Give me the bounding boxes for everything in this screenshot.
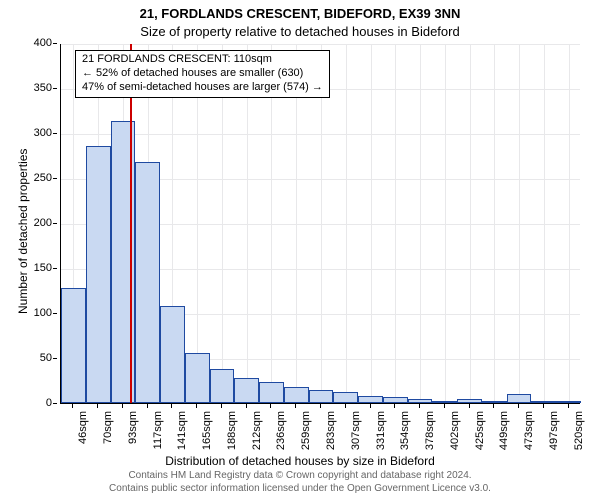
x-tick-mark [246, 404, 247, 408]
y-tick-label: 50 [22, 352, 52, 364]
x-tick-label: 188sqm [226, 411, 238, 461]
y-tick-label: 100 [22, 307, 52, 319]
y-tick-label: 200 [22, 217, 52, 229]
chart-title: 21, FORDLANDS CRESCENT, BIDEFORD, EX39 3… [0, 6, 600, 21]
plot-area: 21 FORDLANDS CRESCENT: 110sqm ← 52% of d… [60, 44, 580, 404]
y-tick-label: 150 [22, 262, 52, 274]
footer-line: Contains public sector information licen… [0, 483, 600, 494]
x-tick-mark [444, 404, 445, 408]
x-tick-mark [543, 404, 544, 408]
x-tick-mark [469, 404, 470, 408]
y-tick-label: 350 [22, 82, 52, 94]
x-tick-mark [122, 404, 123, 408]
x-tick-label: 354sqm [399, 411, 411, 461]
x-tick-mark [97, 404, 98, 408]
x-tick-label: 165sqm [201, 411, 213, 461]
gridline-v [544, 44, 545, 403]
annotation-line: ← 52% of detached houses are smaller (63… [82, 67, 323, 81]
x-tick-mark [72, 404, 73, 408]
footer-line: Contains HM Land Registry data © Crown c… [0, 470, 600, 481]
histogram-bar [432, 401, 457, 403]
annotation-box: 21 FORDLANDS CRESCENT: 110sqm ← 52% of d… [75, 50, 330, 98]
histogram-bar [86, 146, 111, 403]
x-tick-label: 520sqm [573, 411, 585, 461]
y-tick-label: 300 [22, 127, 52, 139]
figure: 21, FORDLANDS CRESCENT, BIDEFORD, EX39 3… [0, 0, 600, 500]
chart-subtitle: Size of property relative to detached ho… [0, 24, 600, 39]
x-tick-label: 473sqm [523, 411, 535, 461]
y-tick-label: 400 [22, 37, 52, 49]
histogram-bar [185, 353, 210, 403]
x-tick-mark [270, 404, 271, 408]
gridline-v [494, 44, 495, 403]
x-tick-label: 141sqm [176, 411, 188, 461]
histogram-bar [160, 306, 185, 403]
x-tick-label: 46sqm [77, 411, 89, 461]
histogram-bar [556, 401, 581, 403]
gridline-v [420, 44, 421, 403]
histogram-bar [284, 387, 309, 403]
histogram-bar [358, 396, 383, 403]
x-tick-label: 497sqm [548, 411, 560, 461]
x-tick-mark [518, 404, 519, 408]
x-tick-mark [295, 404, 296, 408]
x-tick-mark [147, 404, 148, 408]
x-tick-label: 93sqm [127, 411, 139, 461]
x-tick-mark [370, 404, 371, 408]
x-tick-label: 259sqm [300, 411, 312, 461]
histogram-bar [383, 397, 408, 403]
histogram-bar [531, 401, 556, 403]
histogram-bar [507, 394, 532, 403]
x-tick-label: 307sqm [350, 411, 362, 461]
annotation-line: 21 FORDLANDS CRESCENT: 110sqm [82, 53, 323, 67]
histogram-bar [135, 162, 160, 403]
x-tick-mark [394, 404, 395, 408]
histogram-bar [333, 392, 358, 403]
x-tick-mark [493, 404, 494, 408]
histogram-bar [482, 401, 507, 403]
x-tick-mark [196, 404, 197, 408]
x-tick-mark [419, 404, 420, 408]
x-tick-label: 449sqm [498, 411, 510, 461]
x-tick-label: 70sqm [102, 411, 114, 461]
x-tick-mark [320, 404, 321, 408]
x-tick-label: 425sqm [474, 411, 486, 461]
x-tick-mark [345, 404, 346, 408]
gridline-v [371, 44, 372, 403]
x-tick-label: 212sqm [251, 411, 263, 461]
x-tick-label: 402sqm [449, 411, 461, 461]
x-tick-label: 236sqm [275, 411, 287, 461]
x-tick-label: 331sqm [375, 411, 387, 461]
gridline-v [445, 44, 446, 403]
x-tick-mark [221, 404, 222, 408]
histogram-bar [309, 390, 334, 403]
gridline-v [470, 44, 471, 403]
x-tick-label: 283sqm [325, 411, 337, 461]
gridline-v [569, 44, 570, 403]
annotation-line: 47% of semi-detached houses are larger (… [82, 81, 323, 95]
y-tick-label: 250 [22, 172, 52, 184]
x-tick-mark [171, 404, 172, 408]
gridline-v [346, 44, 347, 403]
histogram-bar [259, 382, 284, 403]
gridline-v [519, 44, 520, 403]
histogram-bar [61, 288, 86, 403]
gridline-v [395, 44, 396, 403]
histogram-bar [457, 399, 482, 403]
y-tick-label: 0 [22, 397, 52, 409]
histogram-bar [210, 369, 235, 403]
x-tick-label: 117sqm [152, 411, 164, 461]
x-tick-label: 378sqm [424, 411, 436, 461]
histogram-bar [408, 399, 433, 404]
histogram-bar [234, 378, 259, 403]
x-tick-mark [568, 404, 569, 408]
